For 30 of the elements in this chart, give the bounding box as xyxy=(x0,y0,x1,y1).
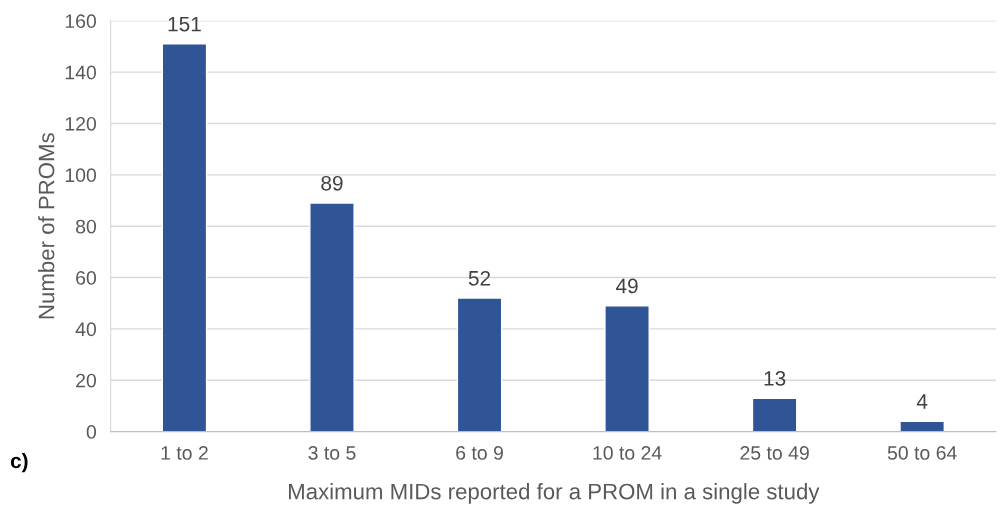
y-tick-label: 120 xyxy=(65,116,97,131)
y-axis-title: Number of PROMs xyxy=(38,133,55,319)
y-tick-label: 80 xyxy=(75,219,97,234)
y-tick-label: 140 xyxy=(65,65,97,80)
x-tick-label: 6 to 9 xyxy=(456,446,503,460)
bar xyxy=(456,297,503,432)
bar xyxy=(309,202,355,432)
data-label: 4 xyxy=(916,394,928,409)
data-label: 52 xyxy=(468,270,491,286)
bar xyxy=(161,43,208,432)
y-tick-label: 60 xyxy=(76,271,97,285)
bar xyxy=(604,305,650,432)
x-tick-label: 25 to 49 xyxy=(740,446,809,460)
text: c) xyxy=(10,452,28,473)
x-axis-title: Maximum MIDs reported for a PROM in a single study xyxy=(289,483,820,504)
y-tick-label: 20 xyxy=(76,373,97,388)
x-tick-label: 10 to 24 xyxy=(593,446,662,460)
y-tick-label: 40 xyxy=(75,322,97,337)
data-label: 13 xyxy=(764,371,786,386)
data-label: 89 xyxy=(321,175,343,191)
x-tick-label: 1 to 2 xyxy=(161,446,208,460)
data-label: 49 xyxy=(615,278,638,294)
bar xyxy=(899,420,945,432)
data-label: 151 xyxy=(168,16,201,32)
y-tick-label: 100 xyxy=(65,168,97,183)
x-tick-label: 50 to 64 xyxy=(887,446,957,460)
y-tick-label: 0 xyxy=(86,425,97,439)
x-tick-label: 3 to 5 xyxy=(308,446,356,460)
y-tick-label: 160 xyxy=(65,14,97,29)
bar xyxy=(751,397,798,432)
